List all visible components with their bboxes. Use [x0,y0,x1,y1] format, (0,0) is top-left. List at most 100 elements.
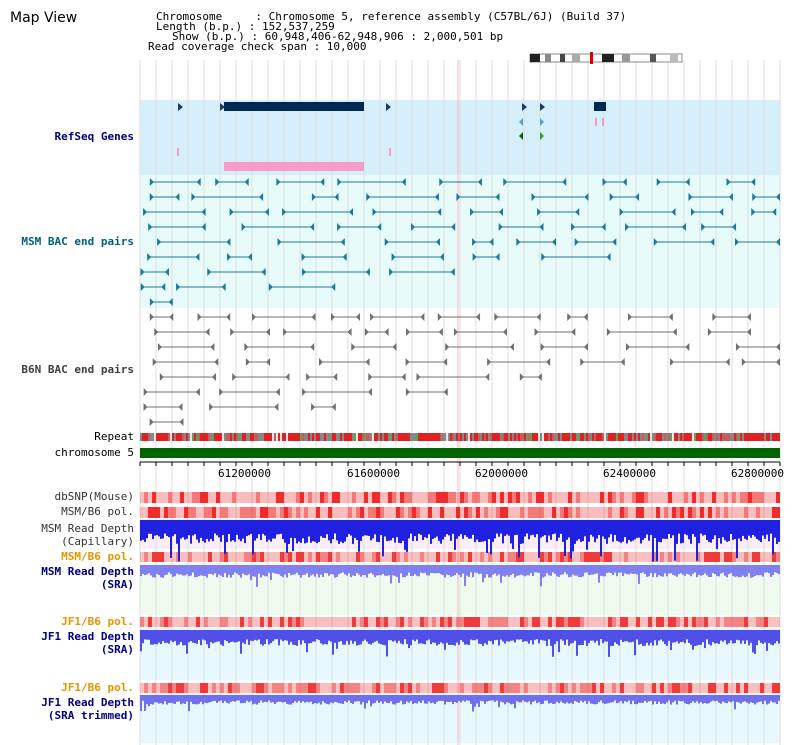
jf1-trim-depth-bar [362,695,364,703]
msm-bac-label[interactable]: MSM BAC end pairs [21,235,134,248]
jf1-trim-depth-bar [302,695,304,702]
jf1-trim-depth-bar [654,695,656,702]
msm-cap-depth-bar [266,520,268,542]
jf1-trim-depth-bar [530,695,532,705]
msm-pol-heat [684,507,688,518]
jf1-sra-depth-bar [202,630,204,640]
dbsnp-heat [468,492,472,503]
jf1-pol-heat [204,617,208,627]
jf1-trim-depth-bar [452,695,454,705]
dbsnp-heat [332,492,336,503]
msm-cap-depth-bar [518,520,520,558]
msm-pol2-heat [508,552,512,562]
msm-pol-heat [440,507,444,518]
repeat-segment [554,433,556,441]
jf1-pol-heat [716,617,720,627]
repeat-segment [398,433,400,441]
jf1-pol-heat [312,617,316,627]
jf1-sra-depth-bar [620,630,622,640]
dbsnp-heat [276,492,280,503]
repeat-segment [272,433,274,441]
msm-sra-depth-bar [314,565,316,577]
jf1-trim-depth-bar [204,695,206,703]
jf1-sra-depth-bar [544,630,546,641]
bac-end-icon [685,178,690,186]
msm-pol2-heat [148,552,152,562]
repeat-segment [708,433,710,441]
bac-end-icon [311,403,316,411]
repeat-segment [228,433,230,441]
jf1-read-depth-label: JF1 Read Depth [41,630,134,643]
dbsnp-heat [660,492,664,503]
bac-end-icon [411,223,416,231]
msm-cap-depth-bar [512,520,514,549]
bac-end-icon [347,328,352,336]
jf1-pol2-heat [756,683,760,693]
jf1-sra-depth-bar [170,630,172,641]
jf1-trim-depth-bar [198,695,200,704]
bac-end-icon [498,223,503,231]
jf1-pol-heat [568,617,572,627]
bac-end-icon [230,328,235,336]
msm-cap-depth-bar [316,520,318,544]
dbsnp-heat [256,492,260,503]
jf1-trim-depth-bar [730,695,732,703]
msm-cap-depth-bar [764,520,766,539]
msm-sra-depth-bar [340,565,342,574]
jf1-pol-heat [256,617,260,627]
msm-cap-depth-bar [762,520,764,536]
jf1-pol2-heat [632,683,636,693]
msm-pol2-heat [560,552,564,562]
msm-sra-depth-bar [354,565,356,576]
dbsnp-heat [144,492,148,503]
jf1-pol-heat [644,617,648,627]
msm-cap-depth-bar [694,520,696,537]
msm-cap-depth-bar [278,520,280,535]
jf1-pol-heat [524,617,528,627]
msm-sra-depth-bar [276,565,278,574]
msm-cap-depth-bar [164,520,166,534]
jf1-sra-depth-bar [178,630,180,645]
msm-sra-depth-bar [426,565,428,576]
repeat-segment [158,433,160,441]
b6n-bac-label[interactable]: B6N BAC end pairs [21,363,134,376]
dbsnp-heat [140,492,144,503]
jf1-sra-depth-bar [350,630,352,641]
msm-sra-depth-bar [690,565,692,577]
bac-end-icon [232,373,237,381]
jf1-sra-depth-bar [420,630,422,644]
msm-pol2-heat [392,552,396,562]
bac-end-icon [285,373,290,381]
repeat-segment [542,433,544,441]
refseq-genes-label[interactable]: RefSeq Genes [54,130,134,143]
msm-pol2-heat [472,552,476,562]
jf1-pol2-heat [748,683,752,693]
dbsnp-heat [292,492,296,503]
jf1-trim-depth-bar [354,695,356,702]
jf1-sra-depth-bar [372,630,374,643]
msm-sra-depth-bar [774,565,776,573]
repeat-segment [286,433,288,441]
msm-pol2-heat [504,552,508,562]
jf1-sra-depth-bar [186,630,188,654]
bac-end-icon [149,298,154,306]
msm-cap-depth-bar [328,520,330,541]
jf1-pol-heat [216,617,220,627]
dbsnp-heat [604,492,608,503]
msm-sra-depth-bar [144,565,146,576]
msm-cap-depth-bar [732,520,734,540]
msm-pol2-heat [524,552,528,562]
msm-cap-depth-bar [650,520,652,535]
msm-cap-depth-bar [546,520,548,543]
jf1-sra-depth-bar [192,630,194,643]
msm-sra-depth-bar [216,565,218,578]
jf1-trim-depth-bar [524,695,526,702]
jf1-pol2-heat [344,683,348,693]
bac-end-icon [169,313,174,321]
repeat-segment [192,433,194,441]
jf1-trim-depth-bar [464,695,466,702]
jf1-pol-heat [516,617,520,627]
msm-pol-heat [416,507,420,518]
jf1-sra-depth-bar [346,630,348,641]
